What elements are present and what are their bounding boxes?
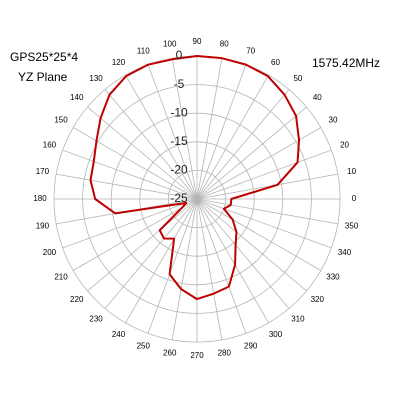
theta-tick-label: 250 (137, 342, 151, 351)
theta-tick-label: 40 (313, 93, 322, 102)
spoke (196, 127, 322, 200)
theta-tick-label: 90 (193, 37, 202, 46)
spoke (196, 198, 332, 249)
grid: 0 10 20 30 40 50 60 70 80 90 100 110 120 130 140 150 160… (33, 37, 359, 360)
spoke (196, 64, 247, 200)
spoke (56, 173, 198, 200)
theta-tick-label: 70 (246, 47, 255, 56)
spoke (196, 198, 290, 309)
spoke (196, 198, 338, 225)
plot: 0 -5 -10 -15 -20 -25 (89, 48, 301, 301)
spoke (62, 149, 198, 200)
theta-tick-label: 280 (218, 349, 232, 358)
theta-tick-label: 50 (293, 74, 302, 83)
spoke (196, 58, 223, 200)
theta-tick-label: 150 (54, 116, 68, 125)
theta-tick-label: 200 (43, 248, 57, 257)
theta-tick-label: 20 (340, 140, 349, 149)
spoke (147, 198, 198, 334)
r-tick-label: -10 (170, 105, 188, 119)
spoke (196, 89, 290, 200)
r-tick-label: -15 (170, 134, 188, 148)
theta-tick-label: 160 (43, 140, 57, 149)
r-tick-label: -25 (170, 191, 188, 205)
spoke (196, 198, 247, 334)
spoke (104, 89, 198, 200)
theta-tick-label: 100 (163, 39, 177, 48)
spoke (196, 149, 332, 200)
spoke (171, 58, 198, 200)
ring (139, 141, 255, 257)
spoke (196, 173, 338, 200)
theta-tick-label: 10 (347, 167, 356, 176)
theta-tick-label: 60 (271, 58, 280, 67)
pattern-line (89, 55, 301, 301)
spoke (196, 74, 269, 200)
ring (167, 169, 226, 228)
theta-tick-label: 170 (36, 167, 50, 176)
r-tick-label: -20 (170, 163, 188, 177)
theta-tick-label: 130 (89, 74, 103, 83)
annotation: GPS25*25*4 (10, 50, 78, 64)
theta-tick-label: 30 (329, 116, 338, 125)
spoke (125, 74, 198, 200)
theta-tick-label: 340 (338, 248, 352, 257)
r-tick-label: -5 (174, 77, 185, 91)
spoke (125, 198, 198, 324)
theta-tick-label: 180 (33, 194, 47, 203)
spoke (87, 198, 198, 292)
spoke (72, 198, 198, 271)
annotation: YZ Plane (18, 70, 68, 84)
theta-tick-label: 230 (89, 314, 103, 323)
annotation: 1575.42MHz (312, 56, 380, 70)
theta-tick-label: 210 (54, 273, 68, 282)
spoke (196, 198, 269, 324)
ring (82, 84, 312, 314)
spoke (171, 198, 198, 340)
spoke (104, 198, 198, 309)
r-tick-label: 0 (176, 48, 183, 62)
theta-tick-label: 0 (352, 194, 357, 203)
theta-tick-label: 240 (112, 330, 126, 339)
theta-tick-label: 190 (36, 221, 50, 230)
theta-tick-label: 80 (220, 39, 229, 48)
spoke (196, 106, 307, 200)
theta-tick-label: 320 (311, 295, 325, 304)
theta-tick-label: 260 (163, 349, 177, 358)
theta-tick-label: 290 (244, 342, 258, 351)
theta-tick-label: 220 (70, 295, 84, 304)
theta-tick-label: 300 (269, 330, 283, 339)
theta-tick-label: 140 (70, 93, 84, 102)
ring (110, 112, 284, 286)
theta-tick-label: 330 (326, 273, 340, 282)
spoke (87, 106, 198, 200)
theta-tick-label: 270 (190, 351, 204, 360)
spoke (196, 198, 322, 271)
spoke (72, 127, 198, 200)
spoke (196, 198, 223, 340)
spoke (147, 64, 198, 200)
theta-tick-label: 120 (112, 58, 126, 67)
spoke (62, 198, 198, 249)
theta-tick-label: 350 (345, 221, 359, 230)
spoke (196, 198, 307, 292)
theta-tick-label: 110 (137, 47, 150, 56)
theta-tick-label: 310 (291, 314, 305, 323)
